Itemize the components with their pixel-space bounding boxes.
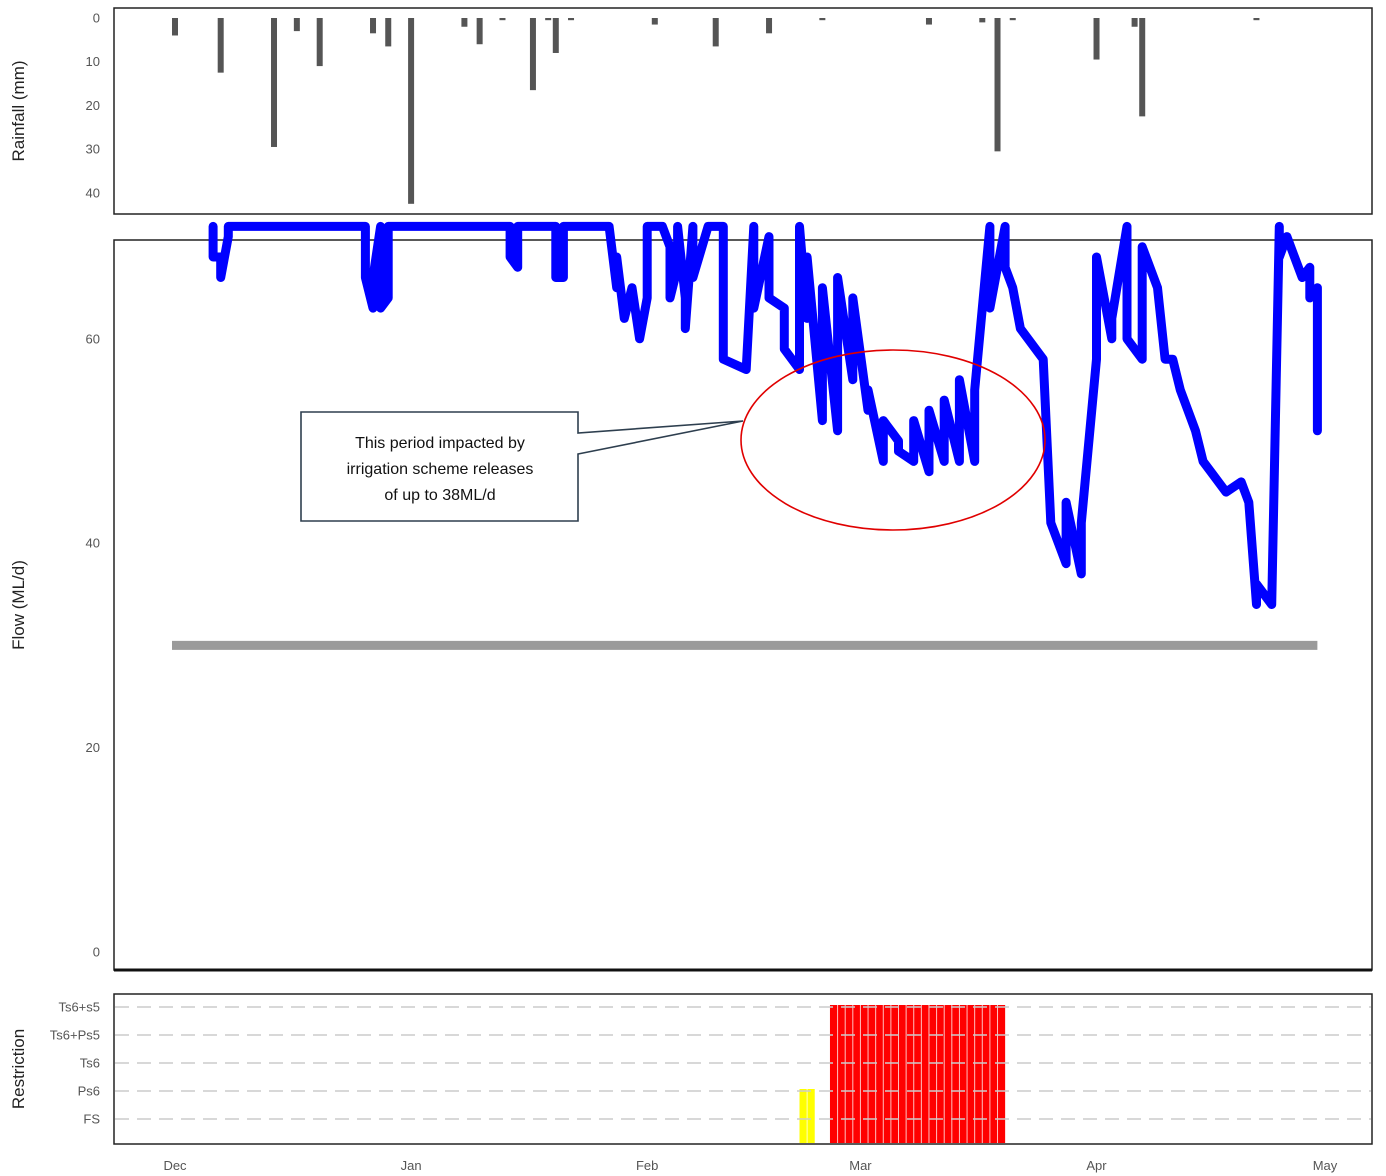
rainfall-bar <box>1253 18 1260 21</box>
rainfall-bar <box>408 18 415 204</box>
rainfall-bar <box>766 18 773 34</box>
annotation-line-1: This period impacted by <box>355 435 525 452</box>
flow-y-ticks: 0 20 40 60 <box>86 331 100 959</box>
rainfall-bar <box>1139 18 1146 117</box>
restriction-bars <box>799 1005 1006 1143</box>
rainfall-bar <box>370 18 377 34</box>
restriction-y-tick-label: Ts6 <box>80 1056 100 1071</box>
rainfall-y-tick-label: 20 <box>86 98 100 113</box>
restriction-y-tick-label: Ps6 <box>78 1084 100 1099</box>
rainfall-plot-frame <box>113 7 1373 215</box>
rainfall-bar <box>552 18 559 53</box>
restriction-gridlines <box>115 1006 1371 1120</box>
rainfall-bar <box>217 18 224 73</box>
rainfall-bar <box>529 18 536 91</box>
flow-panel: 0 20 40 60 Flow (ML/d) This period impacted… <box>9 221 1373 972</box>
rainfall-bar <box>271 18 278 147</box>
rainfall-bars <box>172 18 1260 204</box>
rainfall-y-ticks: 0 10 20 30 40 <box>86 11 100 201</box>
restriction-y-tick-label: FS <box>83 1112 100 1127</box>
flow-axis-title: Flow (ML/d) <box>9 560 28 650</box>
annotation-callout-box <box>300 411 744 522</box>
x-tick-label: Jan <box>401 1158 422 1173</box>
x-tick-label: Dec <box>163 1158 187 1173</box>
rainfall-y-tick-label: 10 <box>86 54 100 69</box>
rainfall-bar <box>651 18 658 25</box>
annotation-line-2: irrigation scheme releases <box>347 461 534 478</box>
rainfall-bar <box>172 18 178 36</box>
rainfall-bar <box>461 18 468 27</box>
rainfall-bar <box>1009 18 1016 21</box>
rainfall-bar <box>568 18 575 21</box>
restriction-y-tick-label: Ts6+Ps5 <box>50 1028 100 1043</box>
restriction-bar <box>829 1005 1006 1143</box>
restriction-panel: FS Ps6 Ts6 Ts6+Ps5 Ts6+s5 Dec Jan Feb Mar Apr May… <box>9 993 1373 1173</box>
rainfall-bar <box>712 18 719 47</box>
flow-y-tick-label: 60 <box>86 331 100 346</box>
rainfall-bar <box>979 18 986 23</box>
rainfall-bar <box>925 18 932 25</box>
rainfall-bar <box>385 18 392 47</box>
restriction-y-tick-label: Ts6+s5 <box>58 1000 100 1015</box>
annotation-callout: This period impacted by irrigation schem… <box>300 349 1046 531</box>
restriction-axis-title: Restriction <box>9 1029 28 1109</box>
rainfall-y-tick-label: 40 <box>86 185 100 200</box>
flow-y-tick-label: 20 <box>86 740 100 755</box>
restriction-plot-frame <box>113 993 1373 1145</box>
flow-series-line <box>208 221 1322 609</box>
rainfall-y-tick-label: 0 <box>93 11 100 26</box>
rainfall-bar <box>476 18 483 45</box>
rainfall-bar <box>1131 18 1138 27</box>
rainfall-bar <box>316 18 323 67</box>
x-tick-label: Feb <box>636 1158 658 1173</box>
rainfall-bar <box>499 18 506 21</box>
rainfall-bar <box>1093 18 1100 60</box>
rainfall-bar <box>545 18 552 21</box>
flow-y-tick-label: 40 <box>86 536 100 551</box>
x-tick-label: Mar <box>849 1158 872 1173</box>
rainfall-bar <box>994 18 1001 152</box>
annotation-ellipse <box>740 349 1046 531</box>
annotation-line-3: of up to 38ML/d <box>384 487 495 504</box>
rainfall-panel: 0 10 20 30 40 Rainfall (mm) <box>9 7 1373 215</box>
rainfall-axis-title: Rainfall (mm) <box>9 60 28 161</box>
x-tick-label: Apr <box>1086 1158 1107 1173</box>
rainfall-bar <box>293 18 300 32</box>
restriction-y-ticks: FS Ps6 Ts6 Ts6+Ps5 Ts6+s5 <box>50 1000 101 1127</box>
x-tick-label: May <box>1313 1158 1338 1173</box>
rainfall-bar <box>819 18 826 21</box>
x-axis-ticks: Dec Jan Feb Mar Apr May <box>163 1158 1337 1173</box>
flow-y-tick-label: 0 <box>93 945 100 960</box>
rainfall-y-tick-label: 30 <box>86 142 100 157</box>
